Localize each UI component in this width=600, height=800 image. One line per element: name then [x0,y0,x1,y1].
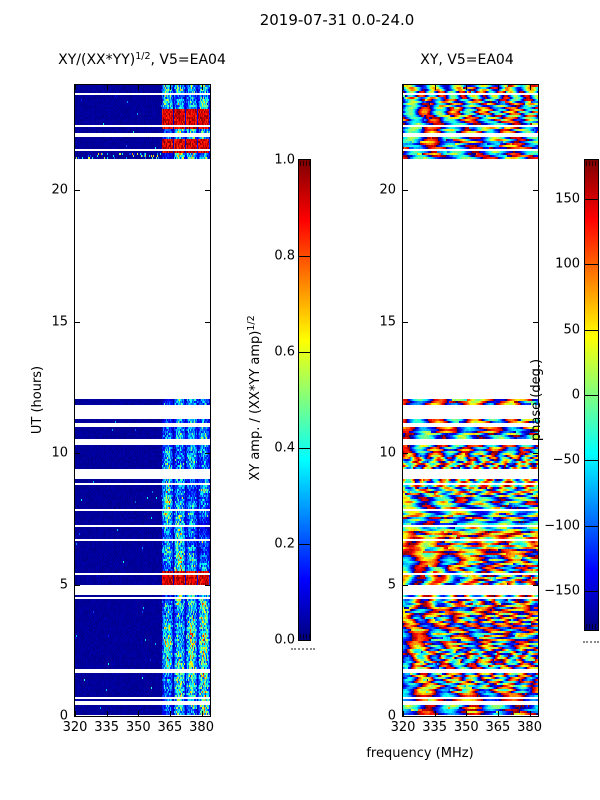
right-plot-xtick-320: 320 [390,720,416,735]
right-plot-ytick-0: 0 [387,708,396,724]
left-plot-xtick-350: 350 [125,720,151,735]
left-plot-title-main: XY/(XX*YY) [58,52,136,68]
left-plot-ytick-0: 0 [59,708,68,724]
right-plot-xtick-335: 335 [422,720,448,735]
left-plot-ytick-20: 20 [51,182,68,198]
left-plot-title-sup: 1/2 [135,51,151,63]
left-plot-xtick-320: 320 [62,720,88,735]
left-colorbar-tick-0.2: 0.2 [274,536,295,552]
right-colorbar-end-dots [583,641,599,643]
right-plot-ytick-20: 20 [379,182,396,198]
right-colorbar-tick-−50: −50 [552,452,580,468]
left-colorbar-tick-0.0: 0.0 [274,632,295,648]
right-plot-title: XY, V5=EA04 [420,52,514,68]
left-colorbar-tick-0.6: 0.6 [274,344,295,360]
right-plot-ytick-10: 10 [379,445,396,461]
right-colorbar-title: phase (deg.) [528,358,544,442]
left-plot-title: XY/(XX*YY)1/2, V5=EA04 [58,51,226,68]
figure-title: 2019-07-31 0.0-24.0 [259,11,415,29]
right-heatmap-canvas [402,84,539,717]
left-colorbar-tick-0.8: 0.8 [274,248,295,264]
left-colorbar-canvas [298,159,311,641]
right-plot-xtick-380: 380 [517,720,542,735]
left-colorbar-title-sup: 1/2 [246,315,258,331]
left-plot-title-rest: , V5=EA04 [150,52,226,68]
left-colorbar-title-main: XY amp. / (XX*YY amp) [247,330,263,481]
right-colorbar-tick-50: 50 [563,322,580,338]
left-colorbar-end-dots [291,648,315,650]
right-colorbar-tick-0: 0 [571,387,580,403]
left-heatmap-canvas [74,84,211,717]
left-colorbar-tick-0.4: 0.4 [274,440,295,456]
left-plot-ytick-5: 5 [59,577,68,593]
right-colorbar-tick-−150: −150 [544,583,580,599]
right-colorbar-tick-−100: −100 [544,518,580,534]
left-colorbar-title: XY amp. / (XX*YY amp)1/2 [246,315,263,481]
right-colorbar-tick-100: 100 [555,256,580,272]
right-plot-xtick-365: 365 [485,720,511,735]
right-plot-ytick-15: 15 [379,314,396,330]
left-plot-xtick-365: 365 [157,720,183,735]
frequency-axis-label: frequency (MHz) [366,746,474,761]
left-plot-xtick-335: 335 [94,720,120,735]
right-colorbar-canvas [584,159,599,631]
right-plot-ytick-5: 5 [387,577,396,593]
right-plot-xtick-350: 350 [453,720,479,735]
left-plot-ytick-15: 15 [51,314,68,330]
left-plot-xtick-380: 380 [189,720,214,735]
right-colorbar-tick-150: 150 [555,191,580,207]
left-colorbar-tick-1.0: 1.0 [274,152,295,168]
ut-axis-label: UT (hours) [29,365,45,435]
left-plot-ytick-10: 10 [51,445,68,461]
